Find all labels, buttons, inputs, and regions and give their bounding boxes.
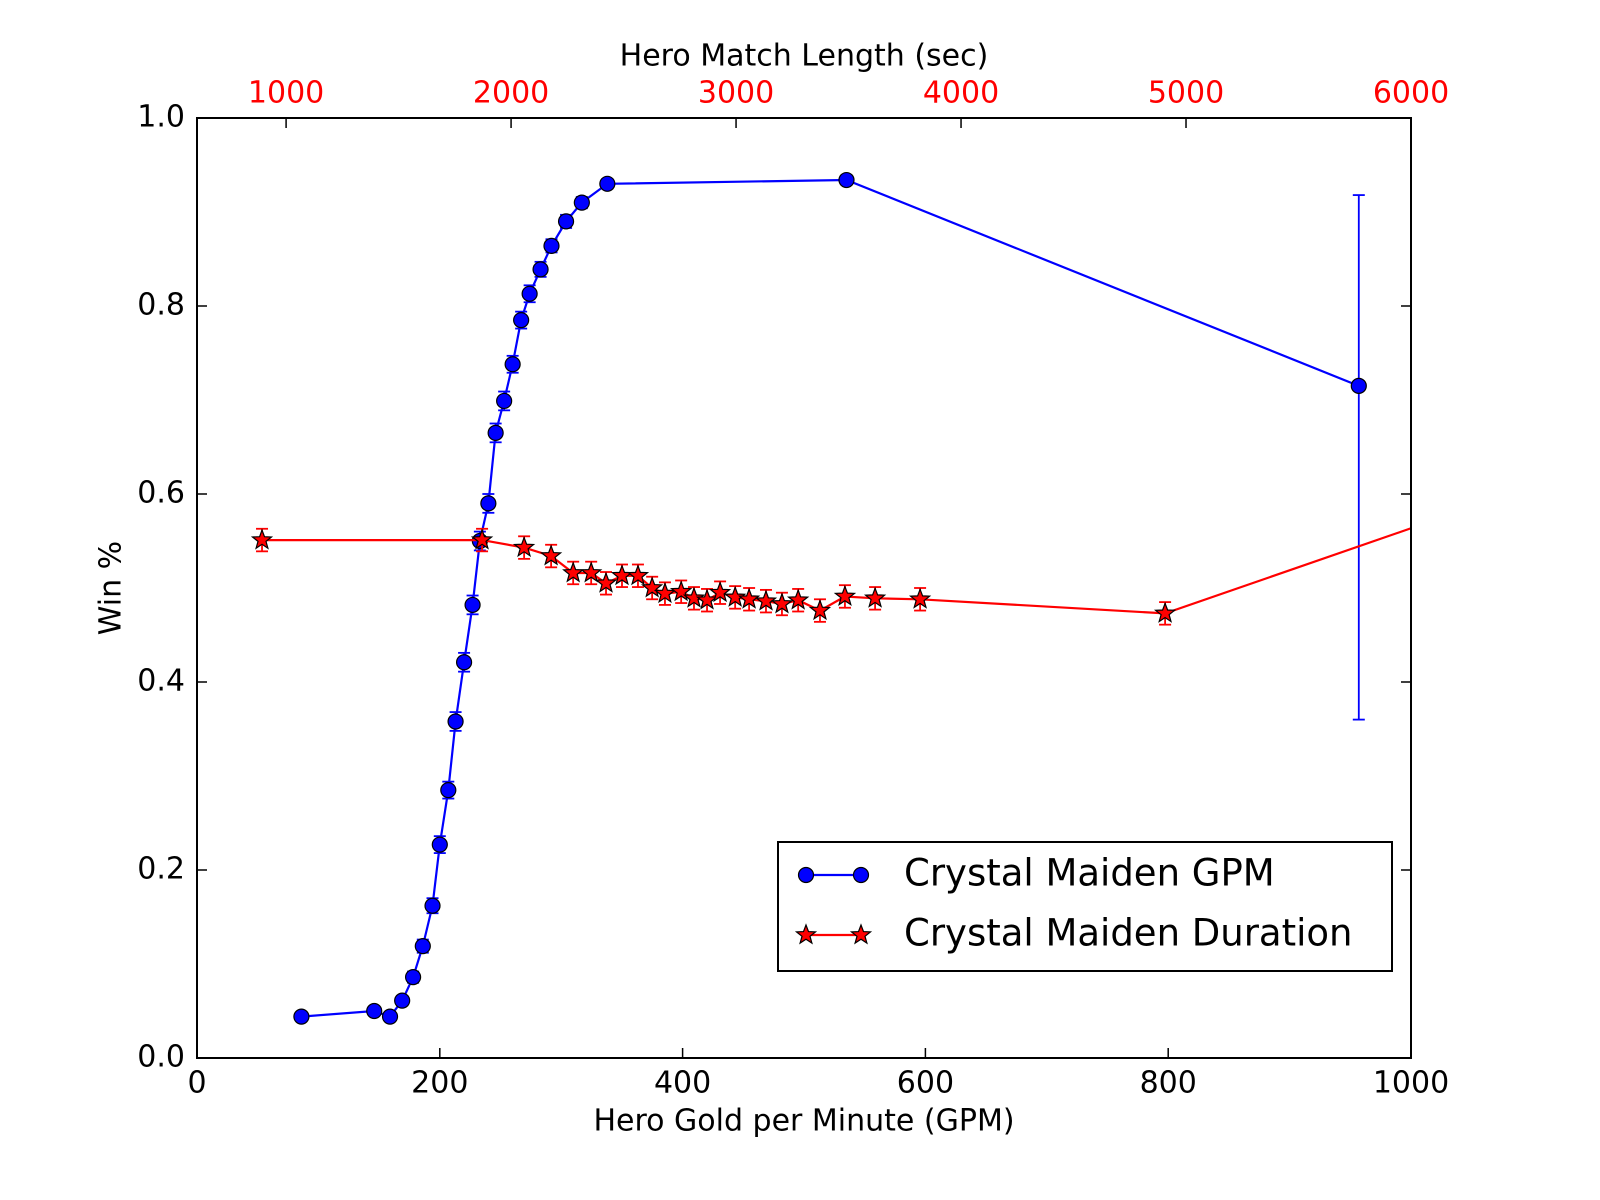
x2-tick-label: 1000 [248,76,324,111]
data-point [521,285,538,302]
error-bar [1352,194,1365,721]
x2-axis-label: Hero Match Length (sec) [620,39,989,74]
legend-marker [794,923,818,945]
x2-tick-label: 3000 [698,76,774,111]
data-point [737,587,761,609]
data-point [543,237,560,254]
data-point [669,580,693,602]
data-point [366,1002,383,1020]
legend: Crystal Maiden GPM Crystal Maiden Duratio… [777,841,1393,972]
data-point [640,576,664,598]
y-axis-label: Win % [94,541,129,635]
data-point [464,596,481,614]
data-point [682,586,706,608]
data-point [1514,479,1533,497]
data-point [394,992,411,1009]
data-point [653,581,677,604]
legend-marker [797,866,815,884]
x-tick-label: 600 [897,1066,954,1101]
data-point [562,561,585,583]
data-point [808,598,832,621]
data-point [250,528,274,550]
y-tick-label: 0.8 [137,288,185,323]
legend-marker [852,866,870,884]
data-point [695,588,719,610]
data-point [414,938,431,955]
x2-tick-label: 4000 [923,76,999,111]
data-point [381,1008,399,1025]
x-tick-label: 800 [1140,1066,1197,1101]
data-point [557,213,575,230]
data-point [863,586,887,608]
data-point [487,424,504,441]
data-point [723,585,747,607]
data-point [512,535,536,558]
data-point [626,564,650,586]
data-point [424,897,441,914]
data-point [754,589,778,611]
x-tick-label: 200 [411,1066,468,1101]
data-point [404,969,422,986]
plot-frame [196,117,1412,1059]
data-point [708,581,732,603]
y-tick-label: 0.0 [137,1040,185,1075]
data-point [838,171,855,189]
data-point [573,194,590,211]
y-tick-label: 0.4 [137,664,185,699]
data-point [504,356,521,373]
y-tick-label: 1.0 [137,100,185,135]
error-bar [1517,478,1529,501]
data-point [1153,601,1177,623]
data-point [447,713,464,730]
x2-tick-label: 2000 [473,76,549,111]
data-point [908,587,932,609]
data-point [480,495,497,512]
y-tick-label: 0.6 [137,476,185,511]
x2-tick-label: 5000 [1148,76,1224,111]
data-point [786,588,810,610]
data-point [539,544,563,566]
legend-box [777,841,1393,972]
legend-label: Crystal Maiden Duration [904,912,1352,955]
data-point [1350,377,1367,394]
data-point [580,561,603,583]
data-point [770,592,794,614]
data-point [440,781,457,799]
data-point [455,654,473,671]
data-point [594,571,618,593]
x-tick-label: 0 [187,1066,206,1101]
x-tick-label: 400 [654,1066,711,1101]
x-axis-label: Hero Gold per Minute (GPM) [593,1104,1014,1139]
data-point [599,175,616,192]
y-tick-label: 0.2 [137,852,185,887]
data-point [496,392,513,410]
data-point [532,261,549,278]
x-tick-label: 1000 [1373,1066,1449,1101]
data-layer [250,171,1533,1025]
data-point [513,312,530,329]
data-point [470,528,494,550]
data-point [833,584,857,607]
x2-tick-label: 6000 [1373,76,1449,111]
legend-marker [849,923,873,945]
legend-label: Crystal Maiden GPM [904,852,1275,895]
data-point [293,1008,310,1025]
data-point [431,836,448,853]
